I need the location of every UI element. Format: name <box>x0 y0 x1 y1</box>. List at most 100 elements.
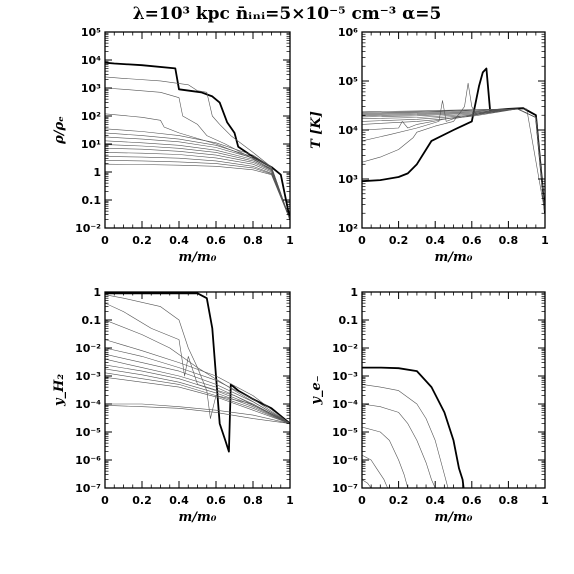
series-line-6 <box>362 108 545 214</box>
y-tick-label: 10⁶ <box>338 26 358 39</box>
series-line-5 <box>105 132 290 220</box>
series-line-3 <box>105 113 290 220</box>
y-tick-label: 10⁻² <box>75 222 101 235</box>
x-axis-label: m/m₀ <box>179 250 217 265</box>
y-tick-label: 10⁵ <box>81 26 101 39</box>
x-tick-label: 1 <box>541 494 549 507</box>
series-line-13 <box>105 163 290 220</box>
series-line-11 <box>105 156 290 220</box>
series-line-9 <box>105 148 290 220</box>
series-line-8 <box>105 144 290 220</box>
x-tick-label: 0 <box>101 494 109 507</box>
y-tick-label: 10⁴ <box>81 54 101 67</box>
x-tick-label: 0.2 <box>389 234 409 247</box>
series-line-7 <box>105 140 290 220</box>
series-line-7 <box>362 108 545 214</box>
y-tick-label: 10⁻³ <box>75 370 101 383</box>
series-line-9 <box>105 368 290 424</box>
x-tick-label: 0.2 <box>132 494 152 507</box>
y-tick-label: 10⁻⁵ <box>75 426 101 439</box>
series-line-2 <box>105 302 290 424</box>
x-tick-label: 0 <box>358 234 366 247</box>
series-line-11 <box>362 108 545 214</box>
y-tick-label: 10⁻⁴ <box>75 398 101 411</box>
series-line-4 <box>105 339 290 424</box>
series-line-0 <box>362 67 545 214</box>
series-line-2 <box>105 87 290 220</box>
plot-frame <box>104 31 291 229</box>
x-tick-label: 0.4 <box>169 234 189 247</box>
series-line-5 <box>362 479 372 488</box>
series-line-8 <box>362 108 545 214</box>
series-line-4 <box>362 454 388 488</box>
series-line-3 <box>362 108 545 214</box>
x-axis-label: m/m₀ <box>435 250 473 265</box>
series-line-2 <box>362 403 436 488</box>
y-tick-label: 10⁵ <box>338 75 358 88</box>
x-tick-label: 1 <box>286 494 294 507</box>
x-tick-label: 0 <box>358 494 366 507</box>
series-line-10 <box>105 372 290 424</box>
y-tick-label: 10² <box>338 222 358 235</box>
x-tick-label: 0.6 <box>206 234 226 247</box>
x-tick-label: 0.2 <box>389 494 409 507</box>
plot-frame <box>361 291 546 489</box>
series-line-6 <box>105 353 290 424</box>
y-tick-label: 10⁻⁷ <box>75 482 101 495</box>
y-tick-label: 10⁻⁵ <box>332 426 358 439</box>
series-line-10 <box>105 152 290 220</box>
x-tick-label: 1 <box>541 234 549 247</box>
x-tick-label: 0.8 <box>499 234 519 247</box>
x-tick-label: 1 <box>286 234 294 247</box>
x-tick-label: 0.4 <box>425 234 445 247</box>
y-tick-label: 1 <box>350 286 358 299</box>
x-tick-label: 0.6 <box>206 494 226 507</box>
series-line-0 <box>362 366 465 488</box>
panel-bottom-right: 0 0.2 0.4 0.6 0.8 1 10⁻⁷ 10⁻⁶ 10⁻⁵ 10⁻⁴ 10⁻³ 10⁻² 0.… <box>309 286 549 525</box>
x-tick-label: 0.4 <box>425 494 445 507</box>
panel-bottom-left: 0 0.2 0.4 0.6 0.8 1 10⁻⁷ 10⁻⁶ 10⁻⁵ 10⁻⁴ 10⁻³ 10⁻² 0.… <box>52 286 294 525</box>
y-axis-label: y_e₋ <box>309 375 324 405</box>
x-axis-label: m/m₀ <box>435 510 473 525</box>
x-tick-label: 0.6 <box>462 234 482 247</box>
series-line-9 <box>362 108 545 214</box>
panel-top-left: 0 0.2 0.4 0.6 0.8 1 10⁻² 0.1 1 10¹ 10² 10³ 10⁴ 10⁵ m/m… <box>52 26 294 265</box>
series-line-12 <box>362 108 545 214</box>
y-tick-label: 10⁻² <box>75 342 101 355</box>
series-line-3 <box>362 426 409 488</box>
y-axis-label: T [K] <box>309 111 324 149</box>
series-line-12 <box>105 403 290 424</box>
x-tick-label: 0.8 <box>243 234 263 247</box>
y-tick-label: 10⁻² <box>332 342 358 355</box>
x-tick-label: 0.8 <box>243 494 263 507</box>
y-axis-label: ρ/ρₑ <box>52 116 67 145</box>
y-tick-label: 10³ <box>338 173 358 186</box>
y-tick-label: 0.1 <box>339 314 359 327</box>
series-group <box>362 366 465 488</box>
panel-top-right: 0 0.2 0.4 0.6 0.8 1 10² 10³ 10⁴ 10⁵ 10⁶ m/m₀ T [K] <box>309 26 549 265</box>
x-tick-label: 0.6 <box>462 494 482 507</box>
y-tick-label: 1 <box>93 166 101 179</box>
y-tick-label: 10⁻⁷ <box>332 482 358 495</box>
x-tick-label: 0.2 <box>132 234 152 247</box>
series-line-13 <box>105 405 290 424</box>
figure-title: λ=10³ kpc n̄ᵢₙᵢ=5×10⁻⁵ cm⁻³ α=5 <box>133 4 442 24</box>
series-line-1 <box>105 76 290 220</box>
x-tick-label: 0.4 <box>169 494 189 507</box>
series-group <box>362 67 545 214</box>
y-tick-label: 10⁻³ <box>332 370 358 383</box>
series-line-1 <box>362 82 545 214</box>
y-tick-label: 10¹ <box>81 138 101 151</box>
series-line-4 <box>362 108 545 214</box>
x-tick-label: 0 <box>101 234 109 247</box>
y-tick-label: 10⁻⁶ <box>75 454 101 467</box>
series-line-0 <box>105 61 290 220</box>
y-tick-label: 1 <box>93 286 101 299</box>
y-tick-label: 10³ <box>81 82 101 95</box>
series-line-7 <box>105 358 290 424</box>
series-line-11 <box>105 377 290 424</box>
series-line-5 <box>105 347 290 424</box>
panels-group: 0 0.2 0.4 0.6 0.8 1 10⁻² 0.1 1 10¹ 10² 10³ 10⁴ 10⁵ m/m… <box>52 26 549 525</box>
series-line-12 <box>105 160 290 220</box>
